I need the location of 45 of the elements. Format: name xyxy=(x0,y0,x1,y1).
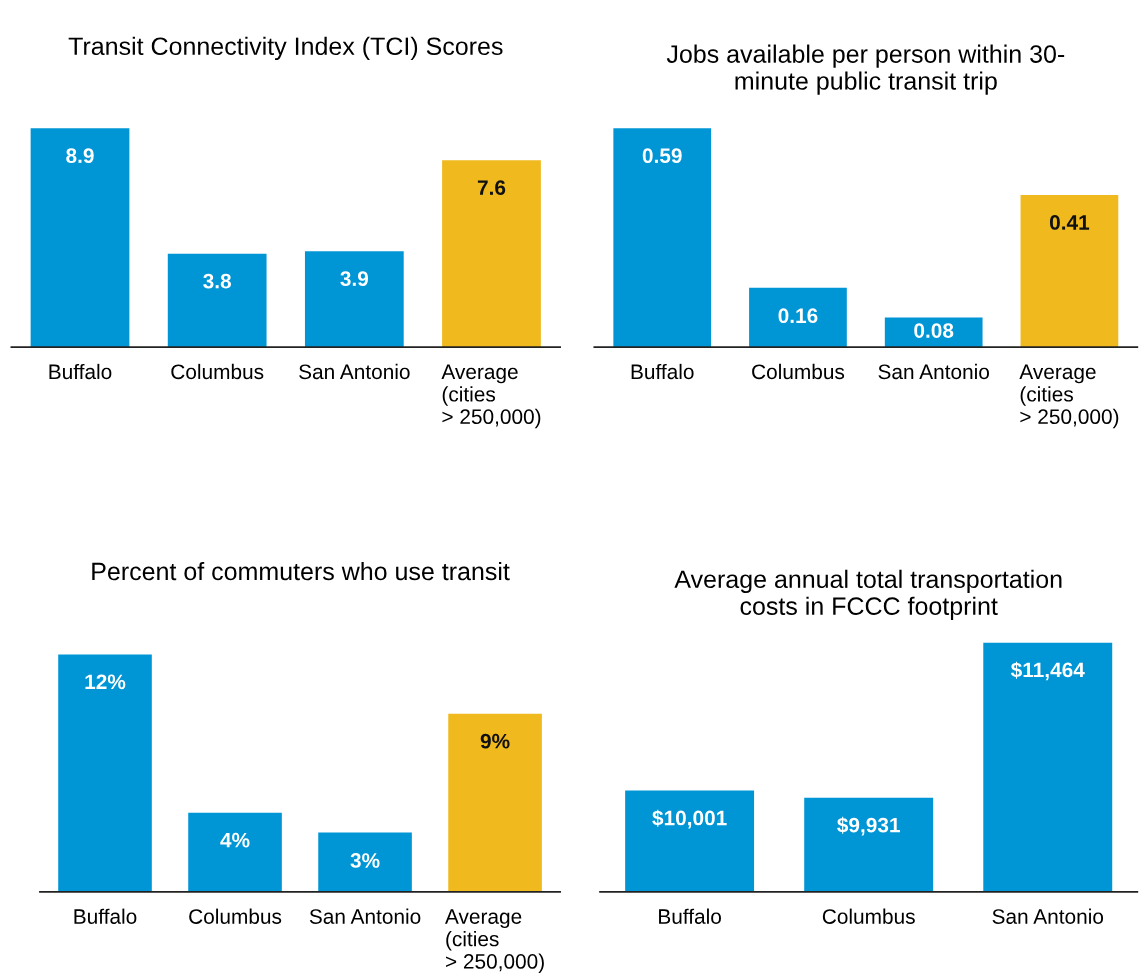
bar xyxy=(442,160,541,348)
data-label: 0.41 xyxy=(1049,215,1090,230)
data-label: $11,464 xyxy=(1010,661,1085,681)
bar xyxy=(167,253,267,348)
data-label: 0.16 xyxy=(778,308,818,324)
x-tick-label: San Antonio xyxy=(992,908,1104,924)
x-tick-label: Buffalo xyxy=(631,363,694,380)
x-tick-label: Columbus xyxy=(171,363,264,380)
x-tick-label: Average (cities > 250,000) xyxy=(1019,364,1119,429)
data-label: 9% xyxy=(480,733,510,749)
bar xyxy=(749,287,847,348)
data-label: 3.8 xyxy=(203,273,232,289)
bar xyxy=(58,654,152,892)
x-tick-label: Average (cities > 250,000) xyxy=(445,909,544,973)
x-tick-label: Columbus xyxy=(822,908,915,924)
data-label: $10,001 xyxy=(652,809,727,829)
x-tick-label: San Antonio xyxy=(299,363,410,380)
x-tick-label: Columbus xyxy=(189,908,282,924)
bar xyxy=(30,128,130,348)
bar xyxy=(188,812,282,892)
bar xyxy=(613,128,712,348)
chart-title: Average annual total transportation costs in FCCC footprint xyxy=(674,569,1062,620)
data-label: 8.9 xyxy=(66,148,94,164)
data-label: 3% xyxy=(350,853,380,868)
x-tick-label: Buffalo xyxy=(74,908,137,924)
chart-title: Transit Connectivity Index (TCI) Scores xyxy=(68,36,503,61)
x-tick-label: Buffalo xyxy=(49,363,112,380)
chart-title: Jobs available per person within 30- minute public transit trip xyxy=(666,44,1065,95)
bar xyxy=(318,832,412,892)
data-label: 7.6 xyxy=(477,180,506,196)
data-label: 4% xyxy=(220,832,250,848)
x-tick-label: Average (cities > 250,000) xyxy=(441,364,541,429)
x-tick-label: Columbus xyxy=(752,363,845,380)
bar xyxy=(304,251,404,348)
x-tick-label: San Antonio xyxy=(309,908,421,924)
x-tick-label: San Antonio xyxy=(878,363,989,380)
x-tick-label: Buffalo xyxy=(659,908,721,924)
data-label: 0.08 xyxy=(914,323,954,338)
bar xyxy=(448,713,542,892)
data-label: 0.59 xyxy=(642,148,682,164)
data-label: $9,931 xyxy=(837,816,900,836)
data-label: 3.9 xyxy=(340,271,369,287)
chart-title: Percent of commuters who use transit xyxy=(92,561,510,581)
data-label: 12% xyxy=(85,674,126,690)
bar xyxy=(1020,195,1119,348)
